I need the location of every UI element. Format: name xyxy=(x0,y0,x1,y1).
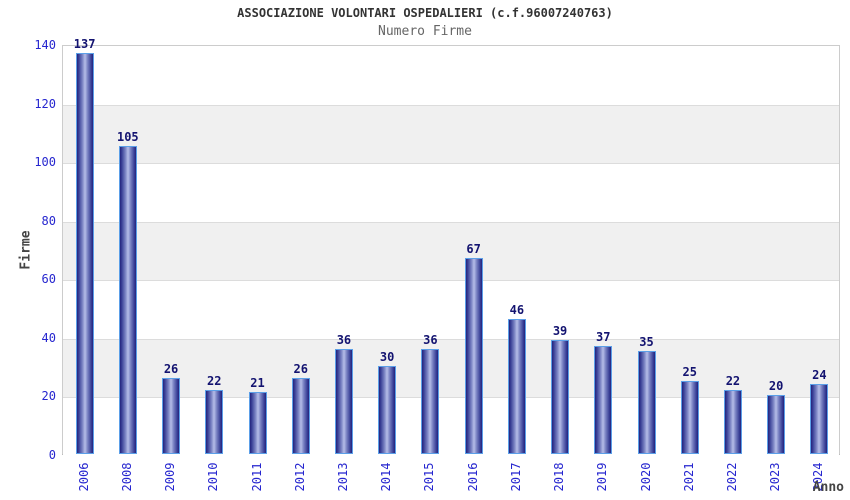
gridline xyxy=(63,163,839,165)
gridline xyxy=(63,221,839,223)
bar-value-label: 36 xyxy=(336,333,352,347)
bar-value-label: 25 xyxy=(682,365,697,379)
bar-2013 xyxy=(335,349,353,454)
bar-2010 xyxy=(205,390,223,454)
grid-band xyxy=(63,280,839,339)
bar-value-label: 37 xyxy=(596,330,611,344)
x-tick-label: 2018 xyxy=(552,462,566,492)
bar-value-label: 26 xyxy=(293,362,308,376)
x-tick-label: 2011 xyxy=(250,462,264,492)
bar-value-label: 39 xyxy=(552,324,568,338)
grid-band xyxy=(63,163,839,222)
x-tick-label: 2021 xyxy=(682,462,696,492)
bar-2011 xyxy=(249,392,267,454)
chart-title: ASSOCIAZIONE VOLONTARI OSPEDALIERI (c.f.… xyxy=(237,6,613,20)
bar-2017 xyxy=(508,319,526,454)
chart-subtitle: Numero Firme xyxy=(378,24,472,39)
bar-2022 xyxy=(724,390,742,454)
bar-value-label: 20 xyxy=(768,379,784,393)
gridline xyxy=(63,397,839,399)
bar-2009 xyxy=(162,378,180,454)
bar-2015 xyxy=(421,349,439,454)
bar-value-label: 22 xyxy=(725,374,741,388)
plot-area: 137 105 26 22 21 26 36 30 36 67 46 39 37 35 25 22 20 24 xyxy=(62,37,840,456)
bar-2018 xyxy=(551,340,569,454)
bar-value-label: 26 xyxy=(163,362,179,376)
bar-2014 xyxy=(378,366,396,454)
y-tick-label: 60 xyxy=(41,272,56,286)
gridline xyxy=(63,104,839,106)
y-tick-label: 100 xyxy=(34,155,56,169)
bar-2019 xyxy=(594,346,612,454)
x-tick-label: 2019 xyxy=(595,462,609,492)
bar-2006 xyxy=(76,53,94,454)
bar-value-label: 137 xyxy=(73,37,96,51)
x-axis-title: Anno xyxy=(812,480,844,495)
grid-band xyxy=(63,104,839,164)
x-tick-label: 2014 xyxy=(379,462,393,492)
x-tick-label: 2022 xyxy=(725,462,739,492)
grid-band xyxy=(63,397,839,456)
x-tick-label: 2010 xyxy=(206,462,220,492)
x-tick-label: 2006 xyxy=(77,462,91,492)
grid-band xyxy=(63,46,839,105)
bar-value-label: 46 xyxy=(509,303,525,317)
grid-band xyxy=(63,338,839,398)
bar-value-label: 36 xyxy=(423,333,438,347)
x-tick-label: 2023 xyxy=(768,462,782,492)
bar-2008 xyxy=(119,146,137,454)
x-tick-label: 2009 xyxy=(163,462,177,492)
bar-2012 xyxy=(292,378,310,454)
bar-2020 xyxy=(638,351,656,454)
grid-band xyxy=(63,221,839,281)
y-axis-title: Firme xyxy=(18,230,34,270)
gridline xyxy=(63,338,839,340)
bar-2023 xyxy=(767,395,785,454)
x-tick-label: 2020 xyxy=(639,462,653,492)
bar-value-label: 24 xyxy=(812,368,827,382)
x-tick-label: 2008 xyxy=(120,462,134,492)
bar-value-label: 22 xyxy=(207,374,222,388)
bar-value-label: 35 xyxy=(639,335,654,349)
bar-2016 xyxy=(465,258,483,454)
bar-value-label: 30 xyxy=(379,350,395,364)
y-tick-label: 120 xyxy=(34,97,56,111)
bar-value-label: 105 xyxy=(116,130,139,144)
x-tick-label: 2017 xyxy=(509,462,523,492)
bar-value-label: 67 xyxy=(466,242,481,256)
bar-2024 xyxy=(810,384,828,454)
y-tick-label: 140 xyxy=(34,38,56,52)
x-tick-label: 2012 xyxy=(293,462,307,492)
y-tick-label: 80 xyxy=(41,214,56,228)
bar-value-label: 21 xyxy=(250,376,265,390)
y-tick-label: 0 xyxy=(48,448,56,462)
x-tick-label: 2015 xyxy=(422,462,436,492)
gridline xyxy=(63,280,839,282)
x-tick-label: 2016 xyxy=(466,462,480,492)
bar-2021 xyxy=(681,381,699,454)
y-tick-label: 40 xyxy=(41,331,56,345)
x-tick-label: 2013 xyxy=(336,462,350,492)
y-tick-label: 20 xyxy=(41,389,56,403)
